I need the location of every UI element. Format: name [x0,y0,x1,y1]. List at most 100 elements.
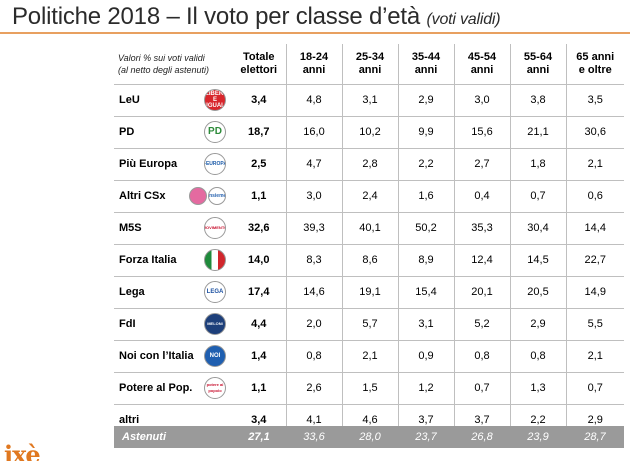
cell-value: 22,7 [565,244,624,277]
party-name: Altri CSx [119,190,166,202]
cell-value: 3,1 [341,84,398,117]
col-header-25-34: 25-34 anni [341,44,398,85]
results-table-container: Valori % sui voti validi (al netto degli… [114,44,624,437]
abstention-label: Astenuti [122,431,166,443]
cell-value: 2,8 [341,148,398,181]
cell-value: 10,2 [341,116,398,149]
table-row: Potere al Pop. potere al popolo 1,1 2,6 … [114,372,624,405]
table-row: M5S MOVIMENTO 32,6 39,3 40,1 50,2 35,3 3… [114,212,624,245]
abstention-value: 26,8 [471,431,493,443]
cell-value: 8,6 [341,244,398,277]
cell-value: 2,9 [509,308,566,341]
total-value: 14,0 [232,244,286,277]
cell-value: 50,2 [397,212,454,245]
altri-csx-logos: insieme [189,187,226,205]
cell-value: 0,7 [453,372,510,405]
cell-value: 5,7 [341,308,398,341]
party-cell: Forza Italia [114,244,232,277]
fdi-logo-icon: MELONI [204,313,226,335]
cell-value: 20,5 [509,276,566,309]
cell-value: 14,4 [565,212,624,245]
cell-value: 2,4 [341,180,398,213]
col-header-totale: Totale elettori [232,44,286,85]
table-header-row: Valori % sui voti validi (al netto degli… [114,44,624,85]
party-name: Potere al Pop. [119,382,193,394]
cell-value: 40,1 [341,212,398,245]
party-cell: LeU LIBERI E UGUALI [114,84,232,117]
civica-popolare-logo-icon [189,187,207,205]
cell-value: 9,9 [397,116,454,149]
party-name: PD [119,126,135,138]
pd-logo-icon: PD [204,121,226,143]
cell-value: 5,5 [565,308,624,341]
cell-value: 8,3 [285,244,342,277]
cell-value: 2,1 [565,148,624,181]
cell-value: 1,3 [509,372,566,405]
cell-value: 1,5 [341,372,398,405]
table-row: FdI MELONI 4,4 2,0 5,7 3,1 5,2 2,9 5,5 [114,308,624,341]
cell-value: 0,9 [397,340,454,373]
cell-value: 3,0 [285,180,342,213]
cell-value: 14,6 [285,276,342,309]
abstention-value: 23,7 [415,431,437,443]
col-header-55-64: 55-64 anni [509,44,566,85]
results-table: Valori % sui voti validi (al netto degli… [114,44,624,437]
table-row: Noi con l’Italia NOI 1,4 0,8 2,1 0,9 0,8… [114,340,624,373]
cell-value: 3,8 [509,84,566,117]
table-row: Più Europa +EUROPA 2,5 4,7 2,8 2,2 2,7 1… [114,148,624,181]
cell-value: 19,1 [341,276,398,309]
cell-value: 21,1 [509,116,566,149]
total-value: 4,4 [232,308,286,341]
title-subtitle: (voti validi) [426,11,501,28]
noi-con-italia-logo-icon: NOI [204,345,226,367]
party-name: LeU [119,94,140,106]
abstention-value: 33,6 [303,431,325,443]
ixe-brand-logo: ixè [4,440,41,461]
page-title: Politiche 2018 – Il voto per classe d’et… [12,3,501,31]
cell-value: 12,4 [453,244,510,277]
potere-al-popolo-logo-icon: potere al popolo [204,377,226,399]
cell-value: 1,6 [397,180,454,213]
total-value: 1,1 [232,180,286,213]
cell-value: 1,8 [509,148,566,181]
cell-value: 0,8 [285,340,342,373]
party-name: Forza Italia [119,254,177,266]
forza-italia-logo-icon [204,249,226,271]
cell-value: 8,9 [397,244,454,277]
cell-value: 0,6 [565,180,624,213]
party-name: Più Europa [119,158,178,170]
party-cell: M5S MOVIMENTO [114,212,232,245]
total-value: 17,4 [232,276,286,309]
total-value: 1,4 [232,340,286,373]
cell-value: 2,0 [285,308,342,341]
total-value: 2,5 [232,148,286,181]
cell-value: 3,0 [453,84,510,117]
total-value: 18,7 [232,116,286,149]
cell-value: 2,1 [341,340,398,373]
cell-value: 30,4 [509,212,566,245]
cell-value: 2,7 [453,148,510,181]
table-note: Valori % sui voti validi (al netto degli… [114,44,232,85]
total-value: 32,6 [232,212,286,245]
leu-logo-icon: LIBERI E UGUALI [204,89,226,111]
cell-value: 2,6 [285,372,342,405]
cell-value: 0,4 [453,180,510,213]
table-row: Forza Italia 14,0 8,3 8,6 8,9 12,4 14,5 … [114,244,624,277]
piu-europa-logo-icon: +EUROPA [204,153,226,175]
table-row: PD PD 18,7 16,0 10,2 9,9 15,6 21,1 30,6 [114,116,624,149]
cell-value: 0,7 [565,372,624,405]
party-cell: Potere al Pop. potere al popolo [114,372,232,405]
party-name: Noi con l’Italia [119,350,194,362]
cell-value: 35,3 [453,212,510,245]
total-value: 1,1 [232,372,286,405]
party-cell: PD PD [114,116,232,149]
col-header-18-24: 18-24 anni [285,44,342,85]
party-cell: Altri CSx insieme [114,180,232,213]
party-cell: Più Europa +EUROPA [114,148,232,181]
party-cell: Noi con l’Italia NOI [114,340,232,373]
table-row: Altri CSx insieme 1,1 3,0 2,4 1,6 0,4 0,… [114,180,624,213]
abstention-value: 28,7 [584,431,606,443]
total-value: 3,4 [232,84,286,117]
title-main: Politiche 2018 – Il voto per classe d’et… [12,3,421,30]
cell-value: 3,1 [397,308,454,341]
